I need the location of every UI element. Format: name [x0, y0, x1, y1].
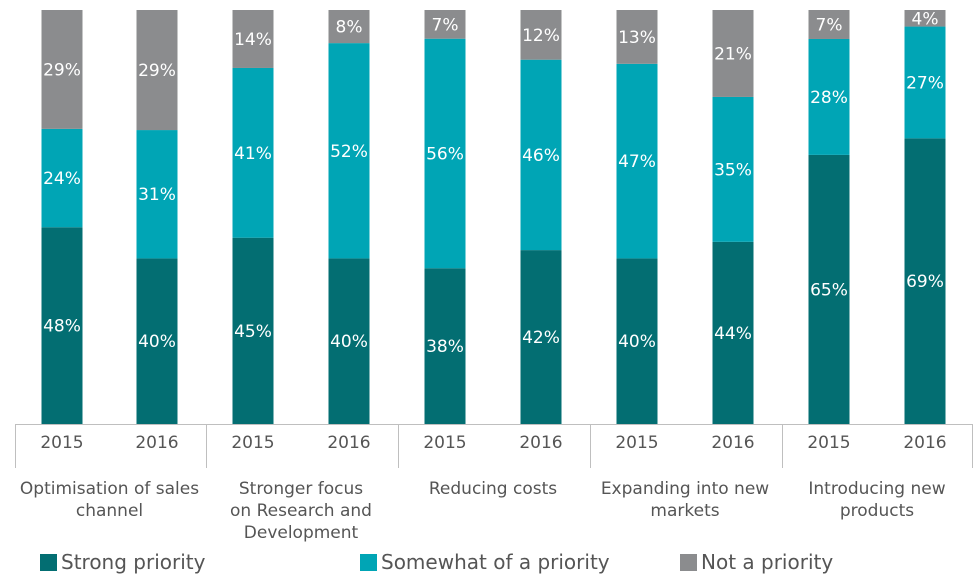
data-label: 29% [43, 60, 81, 80]
data-label: 40% [138, 332, 176, 352]
data-label: 46% [522, 146, 560, 166]
legend-swatch [40, 553, 57, 571]
group-label: Expanding into new markets [601, 479, 769, 521]
bar-segment [41, 227, 83, 424]
data-label: 12% [522, 26, 560, 46]
legend: Strong priority Somewhat of a priority Not… [40, 550, 970, 576]
bar-segment [41, 128, 83, 228]
group-label: Stronger focus on Research and Development [230, 479, 372, 543]
year-tick-label: 2015 [807, 433, 850, 453]
bars-layer: 48% 24% 29% 40% 31% 29% 45% 41% 14% 40% 52% 8% 38% 56… [41, 9, 946, 424]
data-label: 47% [618, 152, 656, 172]
year-tick-label: 2015 [40, 433, 83, 453]
legend-label: Not a priority [701, 550, 834, 574]
data-label: 52% [330, 142, 368, 162]
data-label: 29% [138, 61, 176, 81]
data-label: 41% [234, 144, 272, 164]
data-label: 42% [522, 328, 560, 348]
data-label: 13% [618, 28, 656, 48]
bar-segment [712, 96, 754, 242]
year-tick-label: 2015 [231, 433, 274, 453]
bar-segment [904, 138, 946, 424]
data-label: 14% [234, 30, 272, 50]
bar-segment [424, 10, 466, 39]
data-label: 7% [816, 15, 843, 35]
category-axis: 2015 2016 2015 2016 2015 2016 2015 2016 2015 2016… [15, 424, 973, 543]
year-tick-label: 2015 [423, 433, 466, 453]
data-label: 27% [906, 73, 944, 93]
bar-segment [712, 10, 754, 97]
group-label: Introducing new products [808, 479, 945, 521]
legend-label: Somewhat of a priority [381, 550, 610, 574]
bar-segment [808, 154, 850, 424]
data-label: 7% [432, 15, 459, 35]
data-label: 4% [912, 9, 939, 29]
bar-segment [808, 10, 850, 39]
bar-segment [904, 10, 946, 27]
data-label: 28% [810, 88, 848, 108]
bar-segment [808, 38, 850, 155]
bar-segment [136, 10, 178, 131]
bar-segment [232, 237, 274, 424]
bar-segment [232, 67, 274, 238]
legend-item: Somewhat of a priority [360, 550, 610, 574]
group-label: Optimisation of sales channel [20, 479, 199, 521]
bar-segment [616, 63, 658, 259]
year-tick-label: 2016 [327, 433, 370, 453]
bar-segment [712, 241, 754, 424]
bar-segment [520, 250, 562, 424]
bar-segment [136, 130, 178, 259]
data-label: 38% [426, 337, 464, 357]
bar-segment [328, 43, 370, 259]
year-tick-label: 2016 [519, 433, 562, 453]
year-tick-label: 2016 [135, 433, 178, 453]
year-tick-label: 2016 [711, 433, 754, 453]
bar-segment [616, 10, 658, 64]
data-label: 65% [810, 280, 848, 300]
data-label: 48% [43, 317, 81, 337]
legend-item: Strong priority [40, 550, 205, 574]
bar-segment [616, 258, 658, 424]
year-tick-label: 2016 [903, 433, 946, 453]
data-label: 40% [618, 332, 656, 352]
bar-segment [136, 258, 178, 424]
legend-label: Strong priority [61, 550, 206, 574]
bar-segment [424, 268, 466, 424]
legend-swatch [680, 553, 697, 571]
data-label: 24% [43, 169, 81, 189]
bar-segment [41, 10, 83, 129]
bar-segment [232, 10, 274, 68]
data-label: 8% [336, 18, 363, 38]
bar-segment [424, 38, 466, 269]
data-label: 69% [906, 272, 944, 292]
data-label: 21% [714, 44, 752, 64]
data-label: 56% [426, 144, 464, 164]
legend-item: Not a priority [680, 550, 833, 574]
bar-segment [904, 26, 946, 139]
legend-swatch [360, 553, 377, 571]
data-label: 35% [714, 160, 752, 180]
bar-segment [520, 10, 562, 60]
data-label: 45% [234, 322, 272, 342]
data-label: 31% [138, 185, 176, 205]
bar-segment [328, 258, 370, 424]
group-label: Reducing costs [429, 479, 557, 499]
data-label: 40% [330, 332, 368, 352]
year-tick-label: 2015 [615, 433, 658, 453]
data-label: 44% [714, 324, 752, 344]
bar-segment [328, 10, 370, 44]
bar-segment [520, 59, 562, 251]
